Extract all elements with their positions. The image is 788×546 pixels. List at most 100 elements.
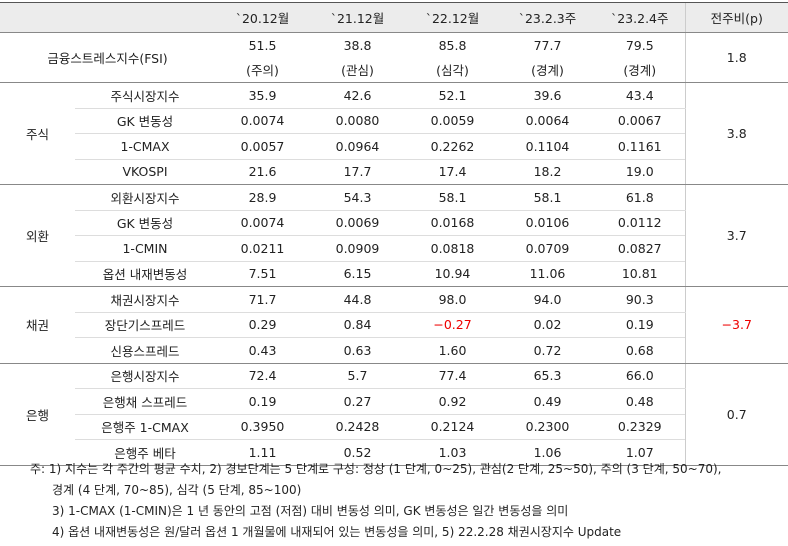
value-cell: 85.8 [438, 37, 467, 53]
value-cell: 21.6 [215, 159, 310, 185]
value-cell: 0.0067 [595, 108, 685, 134]
value-cell: 28.9 [215, 184, 310, 211]
value-cell: 0.19 [595, 312, 685, 338]
row-label: 은행주 베타 [75, 439, 215, 466]
value-cell: 0.27 [310, 388, 405, 415]
value-cell: 0.0106 [500, 210, 595, 236]
value-cell: 0.0909 [310, 235, 405, 262]
level-cell: (관심) [310, 57, 405, 83]
value-cell: 0.0827 [595, 235, 685, 262]
value-cell: 0.3950 [215, 414, 310, 440]
value-cell: 65.3 [500, 363, 595, 389]
level-cell: (경계) [595, 57, 685, 83]
value-cell: 17.4 [405, 159, 500, 185]
value-cell: 44.8 [310, 286, 405, 313]
group-label: 채권 [0, 286, 75, 364]
value-cell: 0.0069 [310, 210, 405, 236]
data-row: 은행 은행시장지수 72.4 5.7 77.4 65.3 66.0 0.7 [0, 363, 788, 466]
change-cell: 3.7 [684, 184, 788, 287]
value-cell: 72.4 [215, 363, 310, 389]
row-label: 채권시장지수 [75, 286, 215, 313]
value-cell: 1.06 [500, 439, 595, 466]
row-label: 은행주 1-CMAX [75, 414, 215, 440]
header-row: `20.12월 `21.12월 `22.12월 `23.2.3주 `23.2.4주 전주비… [0, 2, 788, 33]
value-cell: −0.27 [405, 312, 500, 338]
data-row: GK 변동성 0.0074 0.0080 0.0059 0.0064 0.0067 [0, 108, 788, 134]
value-cell: 52.1 [405, 82, 500, 109]
value-cell: 0.0057 [215, 133, 310, 160]
value-cell: 1.60 [405, 337, 500, 364]
value-cell: 0.48 [595, 388, 685, 415]
value-cell: 66.0 [595, 363, 685, 389]
row-label: 은행채 스프레드 [75, 388, 215, 415]
value-cell: 58.1 [500, 184, 595, 211]
data-row: 은행채 스프레드 0.19 0.27 0.92 0.49 0.48 [0, 388, 788, 415]
value-cell: 0.2300 [500, 414, 595, 440]
value-cell: 0.68 [595, 337, 685, 364]
value-cell: 0.02 [500, 312, 595, 338]
value-cell: 94.0 [500, 286, 595, 313]
value-cell: 0.52 [310, 439, 405, 466]
row-label: 장단기스프레드 [75, 312, 215, 338]
value-cell: 0.49 [500, 388, 595, 415]
data-row: VKOSPI 21.6 17.7 17.4 18.2 19.0 [0, 159, 788, 185]
note-line: 주: 1) 지수는 각 주간의 평균 수치, 2) 경보단계는 5 단계로 구성… [30, 462, 722, 476]
row-label: 주식시장지수 [75, 82, 215, 109]
data-row: 신용스프레드 0.43 0.63 1.60 0.72 0.68 [0, 337, 788, 364]
value-cell: 43.4 [595, 82, 685, 109]
value-cell: 1.11 [215, 439, 310, 466]
value-cell: 0.0709 [500, 235, 595, 262]
change-cell: 0.7 [684, 363, 788, 466]
change-cell: −3.7 [684, 286, 788, 364]
row-label: 외환시장지수 [75, 184, 215, 211]
header-blank [0, 2, 215, 33]
row-label: 1-CMIN [75, 235, 215, 262]
value-cell: 77.4 [405, 363, 500, 389]
value-cell: 0.29 [215, 312, 310, 338]
row-label: 1-CMAX [75, 133, 215, 160]
value-cell: 79.5 [625, 37, 654, 53]
level-cell: (주의) [215, 57, 310, 83]
value-cell: 0.2124 [405, 414, 500, 440]
row-label: 은행시장지수 [75, 363, 215, 389]
value-cell: 0.0059 [405, 108, 500, 134]
group-label: 은행 [0, 363, 75, 466]
value-cell: 0.0211 [215, 235, 310, 262]
group-label: 외환 [0, 184, 75, 287]
value-cell: 42.6 [310, 82, 405, 109]
data-row: 채권 채권시장지수 71.7 44.8 98.0 94.0 90.3 −3.7 [0, 286, 788, 364]
note-line: 4) 옵션 내재변동성은 원/달러 옵션 1 개월물에 내재되어 있는 변동성을… [52, 525, 622, 539]
value-cell: 0.2262 [405, 133, 500, 160]
value-cell: 0.2428 [310, 414, 405, 440]
value-cell: 11.06 [500, 261, 595, 287]
value-cell: 77.7 [533, 37, 562, 53]
value-cell: 90.3 [595, 286, 685, 313]
value-cell: 0.2329 [595, 414, 685, 440]
value-cell: 5.7 [310, 363, 405, 389]
value-cell: 0.19 [215, 388, 310, 415]
value-cell: 0.0112 [595, 210, 685, 236]
change-cell: 1.8 [684, 32, 788, 83]
fsi-table: `20.12월 `21.12월 `22.12월 `23.2.3주 `23.2.4주 전주비… [0, 2, 788, 466]
column-header: `20.12월 [215, 2, 310, 33]
value-cell: 51.5 [248, 37, 277, 53]
value-cell: 38.8 [343, 37, 372, 53]
value-cell: 61.8 [595, 184, 685, 211]
column-header: `23.2.4주 [595, 2, 685, 33]
value-cell: 0.72 [500, 337, 595, 364]
value-cell: 0.63 [310, 337, 405, 364]
value-cell: 10.94 [405, 261, 500, 287]
value-cell: 0.0064 [500, 108, 595, 134]
data-row: 은행주 1-CMAX 0.3950 0.2428 0.2124 0.2300 0.2329 [0, 414, 788, 440]
notes: 주: 1) 지수는 각 주간의 평균 수치, 2) 경보단계는 5 단계로 구성… [30, 459, 721, 543]
group-label: 주식 [0, 82, 75, 185]
row-label: GK 변동성 [75, 108, 215, 134]
data-row: 주식 주식시장지수 35.9 42.6 52.1 39.6 43.4 3.8 [0, 82, 788, 185]
value-cell: 58.1 [405, 184, 500, 211]
value-cell: 1.03 [405, 439, 500, 466]
value-cell: 71.7 [215, 286, 310, 313]
fsi-level-row: (주의) (관심) (심각) (경계) (경계) [0, 57, 788, 83]
row-label: 금융스트레스지수(FSI) [0, 32, 215, 83]
value-cell: 0.43 [215, 337, 310, 364]
